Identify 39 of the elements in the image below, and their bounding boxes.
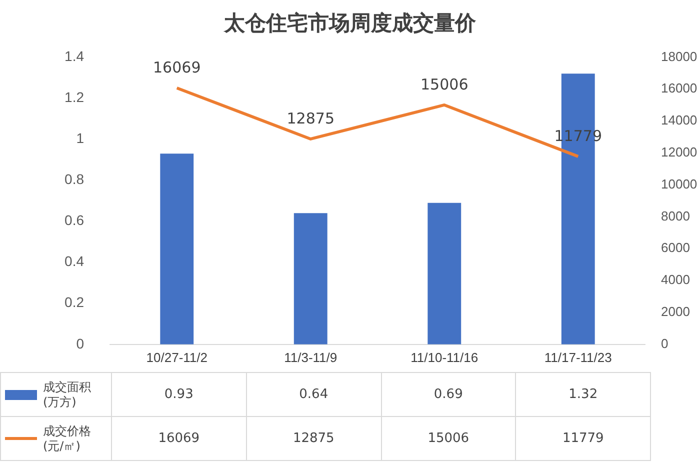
x-tick-label: 11/17-11/23 — [544, 350, 612, 365]
data-label: 12875 — [246, 416, 381, 460]
data-label: 11779 — [516, 416, 650, 460]
y2-tick-label: 8000 — [661, 208, 690, 224]
y-tick-label: 1 — [76, 130, 84, 146]
x-tick-label: 11/3-11/9 — [284, 350, 338, 365]
y-tick-label: 0 — [76, 335, 84, 352]
data-label: 0.69 — [381, 372, 516, 416]
legend-label: 成交面积(万方) — [43, 380, 92, 410]
y2-tick-label: 0 — [661, 336, 668, 351]
bar — [428, 202, 462, 344]
y2-tick-label: 2000 — [661, 304, 690, 320]
legend-label: 成交价格(元/㎡) — [43, 424, 92, 454]
y2-tick-label: 6000 — [661, 240, 690, 256]
bar — [160, 154, 194, 344]
data-label: 0.64 — [246, 372, 381, 416]
bar — [294, 213, 328, 344]
y2-tick-label: 14000 — [661, 112, 698, 128]
y2-tick-label: 16000 — [661, 80, 698, 96]
annotation: 16069 — [153, 58, 201, 76]
y2-tick-label: 10000 — [661, 176, 698, 192]
y-tick-label: 1.2 — [64, 89, 84, 106]
y-tick-label: 0.6 — [64, 212, 84, 228]
data-label: 15006 — [381, 416, 516, 460]
x-tick-label: 11/10-11/16 — [410, 350, 478, 365]
y2-tick-label: 18000 — [661, 48, 698, 64]
chart-title: 太仓住宅市场周度成交量价 — [223, 11, 477, 36]
x-tick-label: 10/27-11/2 — [146, 350, 208, 365]
y-tick-label: 0.4 — [64, 253, 84, 270]
data-label: 0.93 — [112, 372, 246, 416]
y2-tick-label: 4000 — [661, 272, 690, 288]
annotation: 15006 — [420, 75, 468, 94]
y-tick-label: 0.8 — [64, 171, 84, 188]
annotation: 12875 — [286, 109, 334, 128]
y-tick-label: 0.2 — [64, 294, 84, 310]
y2-tick-label: 12000 — [661, 144, 698, 160]
y-tick-label: 1.4 — [64, 48, 84, 64]
data-label: 1.32 — [516, 372, 650, 416]
data-label: 16069 — [112, 416, 246, 460]
